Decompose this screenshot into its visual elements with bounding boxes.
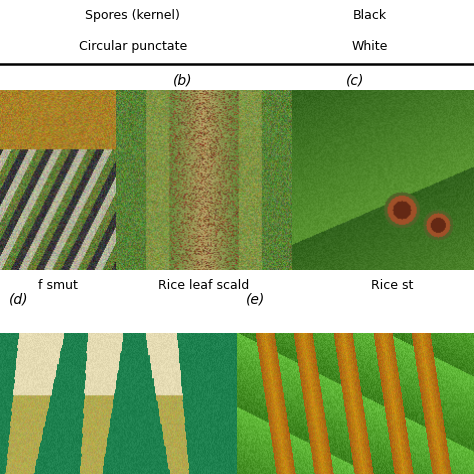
Text: Black: Black	[353, 9, 387, 22]
Text: (d): (d)	[9, 292, 29, 307]
Text: Rice st: Rice st	[371, 279, 413, 292]
Text: (c): (c)	[346, 73, 365, 88]
Text: White: White	[352, 39, 388, 53]
Text: f smut: f smut	[38, 279, 78, 292]
Text: (e): (e)	[246, 292, 265, 307]
Text: Spores (kernel): Spores (kernel)	[85, 9, 180, 22]
Text: Circular punctate: Circular punctate	[79, 39, 187, 53]
Text: Rice leaf scald: Rice leaf scald	[158, 279, 249, 292]
Text: (b): (b)	[173, 73, 192, 88]
